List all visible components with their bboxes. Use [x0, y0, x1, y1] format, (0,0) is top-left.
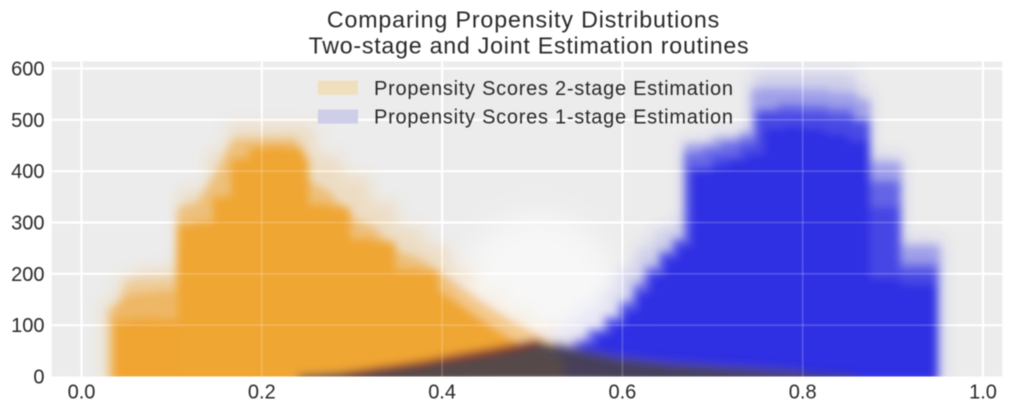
- svg-text:0.4: 0.4: [428, 381, 456, 403]
- svg-text:0.2: 0.2: [248, 381, 276, 403]
- svg-text:Propensity Scores 2-stage Esti: Propensity Scores 2-stage Estimation: [374, 78, 734, 100]
- svg-text:300: 300: [11, 213, 44, 235]
- svg-text:Two-stage and Joint Estimation: Two-stage and Joint Estimation routines: [309, 33, 750, 59]
- svg-text:500: 500: [11, 110, 44, 132]
- svg-text:100: 100: [11, 315, 44, 337]
- svg-text:Comparing Propensity Distribut: Comparing Propensity Distributions: [327, 7, 720, 33]
- svg-text:1.0: 1.0: [969, 381, 997, 403]
- svg-text:0.8: 0.8: [789, 381, 817, 403]
- svg-text:200: 200: [11, 264, 44, 286]
- svg-text:600: 600: [11, 59, 44, 81]
- svg-text:0: 0: [33, 367, 44, 389]
- svg-text:0.0: 0.0: [68, 381, 96, 403]
- svg-text:Propensity Scores 1-stage Esti: Propensity Scores 1-stage Estimation: [374, 107, 734, 129]
- svg-text:400: 400: [11, 161, 44, 183]
- svg-text:0.6: 0.6: [608, 381, 636, 403]
